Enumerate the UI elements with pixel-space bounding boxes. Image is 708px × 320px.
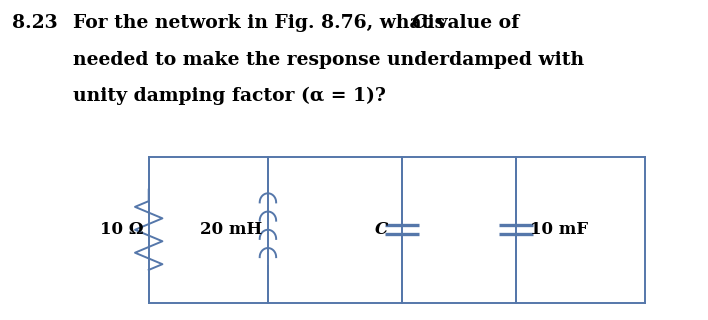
Text: 10 Ω: 10 Ω bbox=[100, 221, 143, 238]
Text: C: C bbox=[375, 221, 389, 238]
Text: 10 mF: 10 mF bbox=[530, 221, 588, 238]
Text: C: C bbox=[412, 14, 427, 32]
Text: is: is bbox=[421, 14, 445, 32]
Text: 20 mH: 20 mH bbox=[200, 221, 263, 238]
Text: needed to make the response underdamped with: needed to make the response underdamped … bbox=[74, 51, 585, 68]
Text: For the network in Fig. 8.76, what value of: For the network in Fig. 8.76, what value… bbox=[74, 14, 526, 32]
Text: unity damping factor (α = 1)?: unity damping factor (α = 1)? bbox=[74, 87, 386, 105]
Text: 8.23: 8.23 bbox=[11, 14, 57, 32]
